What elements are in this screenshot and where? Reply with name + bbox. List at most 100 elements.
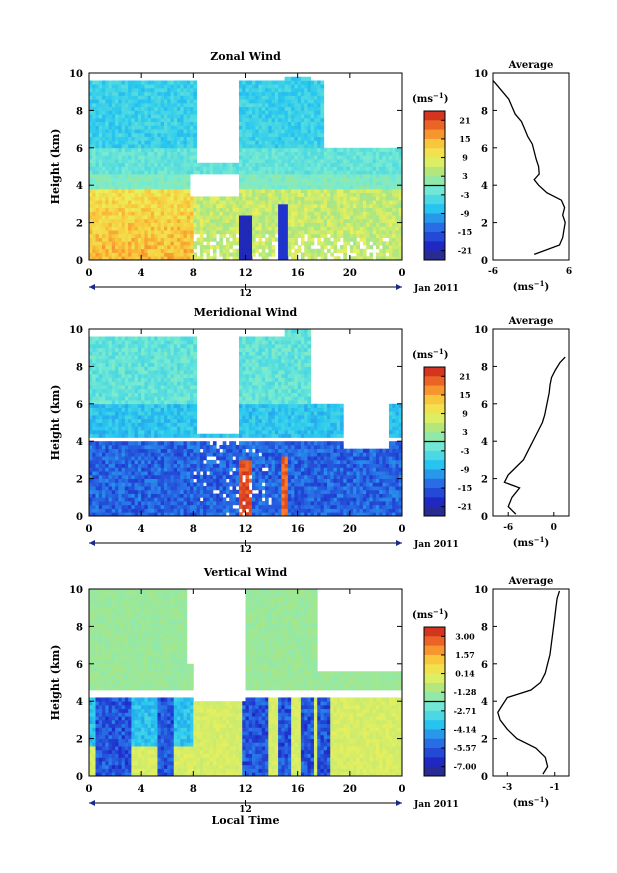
heatmap-cell <box>92 504 96 509</box>
heatmap-cell <box>177 151 181 156</box>
heatmap-cell <box>268 230 272 235</box>
heatmap-cell <box>248 129 253 134</box>
heatmap-cell <box>92 459 96 465</box>
heatmap-cell <box>134 84 139 89</box>
heatmap-cell <box>150 218 155 223</box>
heatmap-cell <box>297 95 302 100</box>
heatmap-cell <box>118 388 122 393</box>
heatmap-cell <box>310 114 315 119</box>
heatmap-cell <box>102 377 106 382</box>
heatmap-cell <box>349 147 354 152</box>
heatmap-cell <box>98 87 103 93</box>
heatmap-cell <box>274 95 279 100</box>
heatmap-cell <box>115 114 119 119</box>
heatmap-cell <box>160 358 165 364</box>
heatmap-cell <box>137 486 142 491</box>
heatmap-cell <box>284 241 289 246</box>
colorbar-swatch <box>424 148 445 159</box>
heatmap-cell <box>167 196 171 201</box>
date-day-label: 12 <box>239 289 252 299</box>
heatmap-cell <box>95 129 100 134</box>
heatmap-cell <box>235 222 240 227</box>
heatmap-cell <box>219 207 224 212</box>
heatmap-cell <box>317 185 321 190</box>
heatmap-cell <box>366 173 370 179</box>
heatmap-cell <box>150 429 155 435</box>
heatmap-cell <box>173 151 178 156</box>
heatmap-cell <box>115 230 119 235</box>
heatmap-cell <box>238 129 243 134</box>
heatmap-cell <box>398 245 403 250</box>
heatmap-cell <box>333 147 338 152</box>
heatmap-cell <box>163 459 168 465</box>
heatmap-cell <box>369 192 374 197</box>
heatmap-cell <box>98 84 103 89</box>
heatmap-cell <box>287 162 292 167</box>
heatmap-cell <box>150 114 155 119</box>
heatmap-cell <box>98 218 103 223</box>
heatmap-cell <box>274 121 279 126</box>
heatmap-cell <box>128 80 132 85</box>
heatmap-cell <box>222 170 227 175</box>
heatmap-cell <box>131 218 136 223</box>
heatmap-cell <box>170 501 175 506</box>
heatmap-cell <box>320 117 325 123</box>
heatmap-cell <box>128 233 132 238</box>
heatmap-cell <box>265 110 269 115</box>
heatmap-cell <box>108 166 113 171</box>
heatmap-cell <box>92 392 96 397</box>
heatmap-cell <box>144 497 149 502</box>
heatmap-cell <box>157 218 162 223</box>
heatmap-cell <box>343 200 347 205</box>
heatmap-cell <box>115 162 119 167</box>
heatmap-cell <box>108 418 113 423</box>
heatmap-cell <box>111 207 116 212</box>
heatmap-cell <box>111 486 116 491</box>
heatmap-cell <box>121 418 126 423</box>
heatmap-cell <box>89 489 93 494</box>
heatmap-cell <box>203 207 207 212</box>
heatmap-cell <box>131 114 136 119</box>
heatmap-cell <box>225 256 230 261</box>
heatmap-cell <box>92 207 96 212</box>
heatmap-cell <box>398 185 403 190</box>
heatmap-cell <box>111 444 116 450</box>
heatmap-cell <box>154 252 158 257</box>
x-tick-label: 8 <box>190 268 197 279</box>
heatmap-cell <box>317 177 321 182</box>
heatmap-cell <box>307 230 312 235</box>
heatmap-cell <box>297 132 302 137</box>
heatmap-cell <box>141 392 145 397</box>
heatmap-cell <box>317 144 321 149</box>
heatmap-cell <box>108 415 113 420</box>
heatmap-cell <box>108 426 113 431</box>
heatmap-cell <box>225 170 230 175</box>
heatmap-cell <box>284 207 289 212</box>
heatmap-cell <box>163 95 168 100</box>
heatmap-cell <box>379 170 383 175</box>
heatmap-cell <box>248 230 253 235</box>
heatmap-cell <box>147 144 152 149</box>
heatmap-cell <box>379 166 383 171</box>
heatmap-cell <box>258 151 263 156</box>
heatmap-cell <box>173 248 178 253</box>
heatmap-cell <box>199 230 204 235</box>
heatmap-cell <box>150 418 155 423</box>
heatmap-cell <box>248 218 253 223</box>
heatmap-cell <box>245 87 250 93</box>
heatmap-cell <box>163 508 168 513</box>
heatmap-cell <box>115 396 119 401</box>
heatmap-cell <box>111 340 116 345</box>
heatmap-cell <box>170 493 175 498</box>
heatmap-cell <box>118 474 122 479</box>
heatmap-cell <box>128 355 132 360</box>
heatmap-cell <box>209 237 214 242</box>
heatmap-cell <box>173 162 178 167</box>
heatmap-cell <box>245 185 250 190</box>
heatmap-cell <box>115 467 119 472</box>
heatmap-cell <box>307 166 312 171</box>
heatmap-cell <box>310 140 315 145</box>
heatmap-cell <box>229 230 233 235</box>
heatmap-cell <box>320 95 325 100</box>
heatmap-cell <box>385 181 390 186</box>
